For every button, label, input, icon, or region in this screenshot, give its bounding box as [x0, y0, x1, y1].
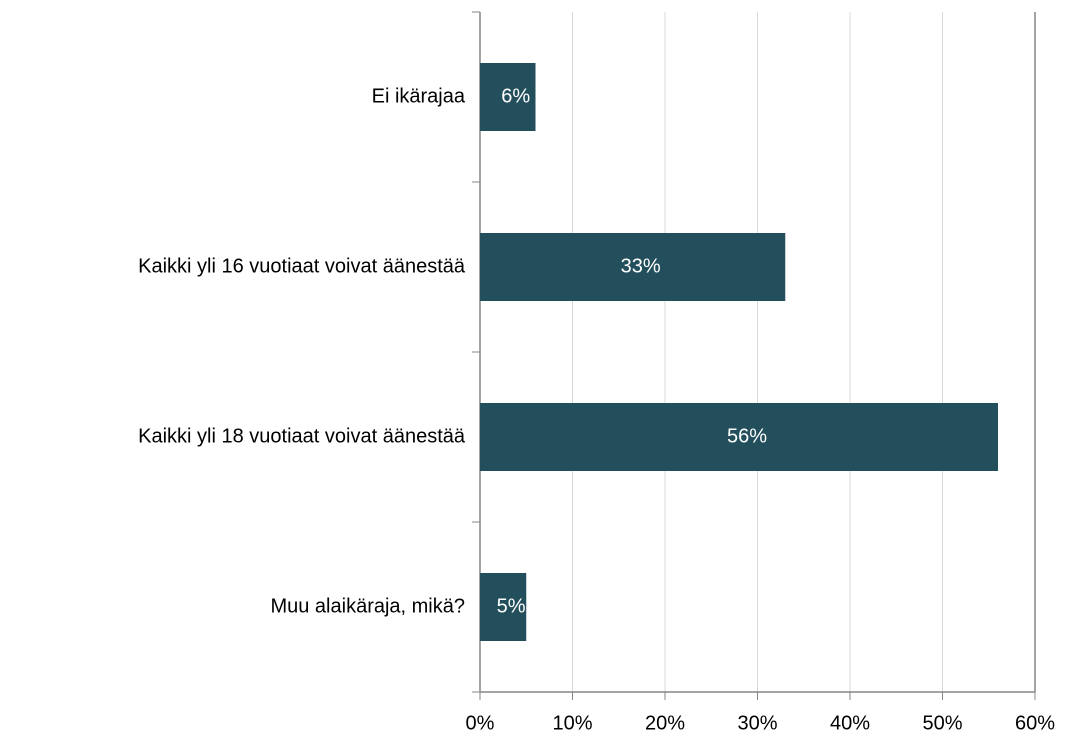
y-tick-label: Muu alaikäraja, mikä? — [270, 595, 465, 617]
value-label: 6% — [501, 85, 530, 107]
x-tick-label: 10% — [552, 712, 592, 734]
x-tick-label: 20% — [645, 712, 685, 734]
x-tick-label: 30% — [737, 712, 777, 734]
value-label: 56% — [727, 425, 767, 447]
bar — [480, 233, 786, 301]
x-tick-label: 60% — [1015, 712, 1055, 734]
bar — [480, 63, 536, 131]
y-tick-label: Ei ikärajaa — [372, 85, 466, 107]
y-tick-label: Kaikki yli 18 vuotiaat voivat äänestää — [138, 425, 466, 447]
bar — [480, 573, 527, 641]
x-tick-label: 40% — [830, 712, 870, 734]
bar — [480, 403, 998, 471]
x-tick-label: 0% — [466, 712, 495, 734]
value-label: 33% — [621, 255, 661, 277]
x-tick-label: 50% — [922, 712, 962, 734]
value-label: 5% — [497, 595, 526, 617]
y-tick-label: Kaikki yli 16 vuotiaat voivat äänestää — [138, 255, 466, 277]
